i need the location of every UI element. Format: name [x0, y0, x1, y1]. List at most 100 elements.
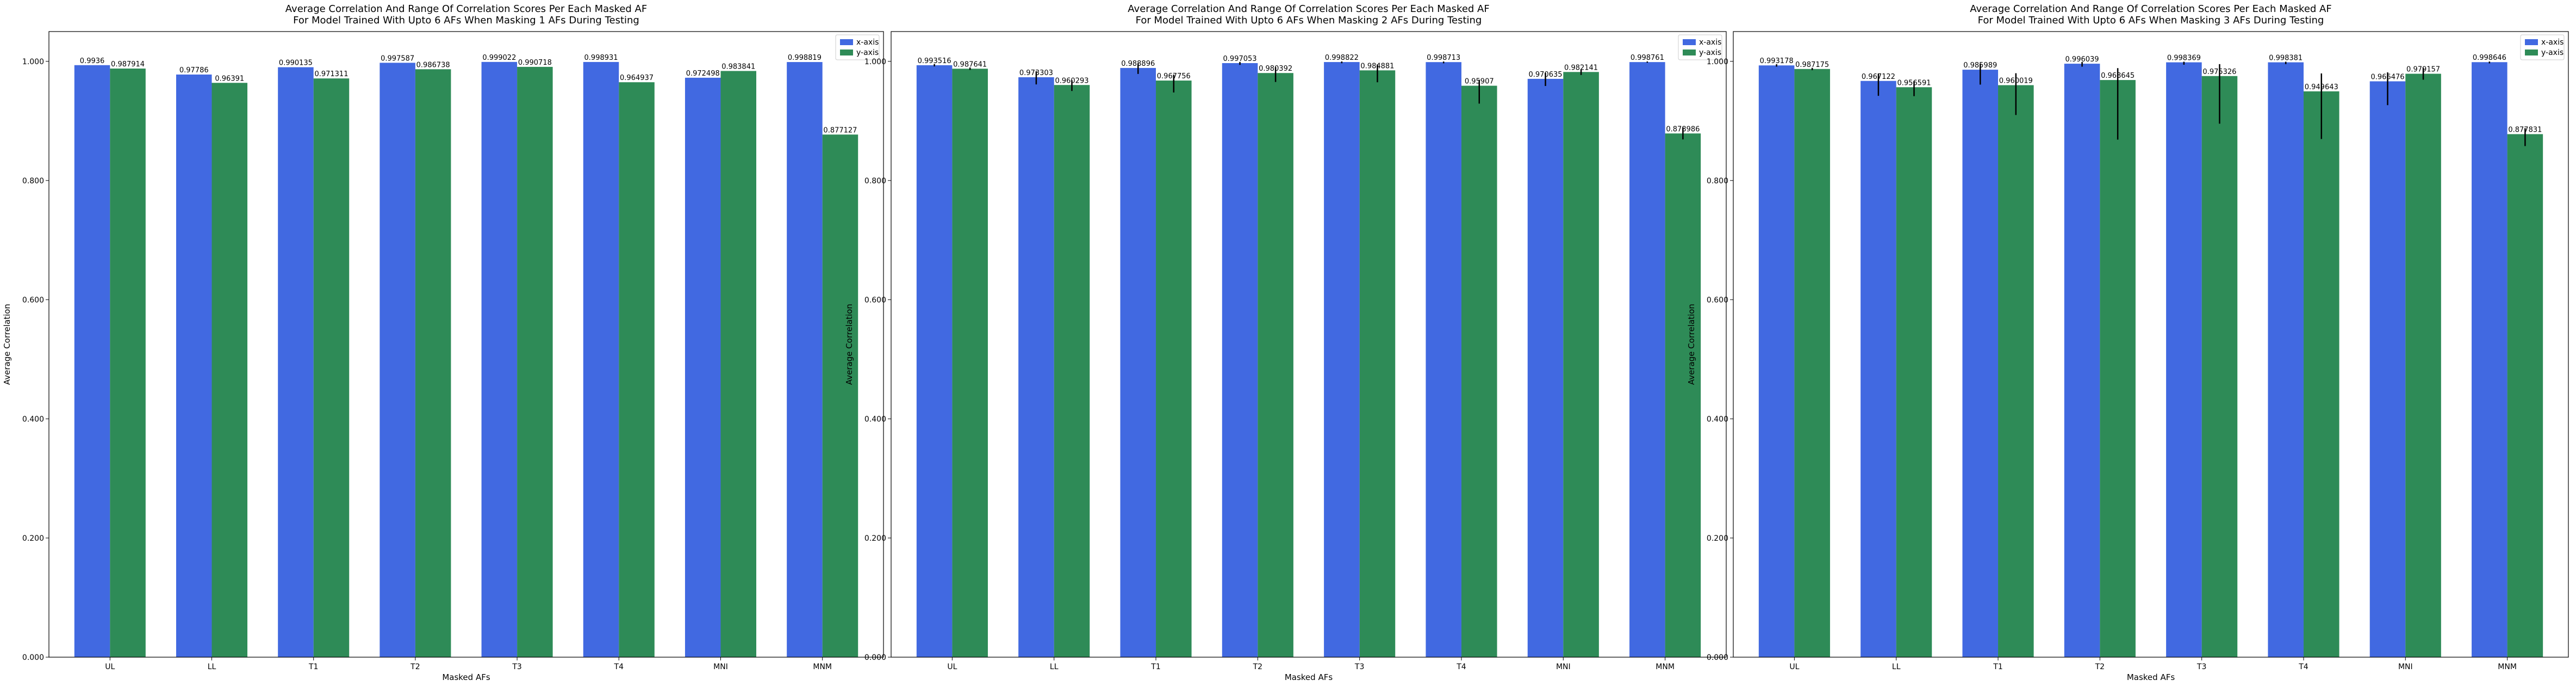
bar: [1665, 133, 1701, 658]
plot-frame: [1733, 31, 2569, 658]
data-label: 0.996039: [2065, 55, 2099, 64]
x-axis-label: Masked AFs: [442, 672, 490, 682]
legend-swatch: [2525, 39, 2538, 45]
bar: [2507, 134, 2543, 657]
legend-swatch: [1683, 39, 1696, 45]
y-tick-label: 0.800: [22, 177, 44, 186]
bar: [583, 61, 619, 657]
chart-subtitle: For Model Trained With Upto 6 AFs When M…: [1978, 15, 2324, 26]
data-label: 0.96391: [215, 75, 244, 83]
x-tick-label: T2: [1253, 663, 1262, 671]
data-label: 0.967756: [1157, 72, 1191, 81]
x-tick-label: T2: [410, 663, 420, 671]
series-y-axis: 0.987641 0.960293 0.967756 0.980392 0.984881…: [952, 60, 1701, 658]
y-tick-label: 0.200: [864, 534, 886, 543]
chart-title: Average Correlation And Range Of Correla…: [1970, 3, 2331, 15]
bar: [481, 61, 518, 658]
bar: [278, 67, 314, 658]
x-tick-label: MNM: [813, 663, 832, 671]
bar: [1527, 78, 1564, 657]
data-label: 0.97786: [179, 66, 209, 75]
bar: [2405, 73, 2441, 657]
legend-entry: y-axis: [1699, 48, 1721, 57]
y-tick-label: 0.000: [1707, 653, 1728, 662]
legend-entry: x-axis: [2541, 38, 2563, 47]
x-tick-label: LL: [1892, 663, 1901, 671]
data-label: 0.987175: [1795, 61, 1829, 69]
y-tick-label: 0.800: [1707, 177, 1728, 186]
data-label: 0.877127: [823, 126, 857, 134]
data-label: 0.998761: [1631, 54, 1664, 62]
y-tick-label: 0.200: [22, 534, 44, 543]
data-label: 0.956591: [1897, 79, 1931, 87]
data-label: 0.998822: [1325, 54, 1359, 62]
bar: [822, 134, 858, 657]
legend-entry: x-axis: [1699, 38, 1721, 47]
bar: [2201, 76, 2238, 658]
data-label: 0.95907: [1465, 78, 1494, 86]
bar: [1054, 85, 1090, 658]
y-tick-label: 0.600: [1707, 296, 1728, 305]
data-label: 0.979157: [2406, 66, 2440, 74]
data-label: 0.998713: [1427, 54, 1460, 62]
legend-swatch: [840, 39, 853, 45]
x-tick-label: UL: [947, 663, 957, 671]
chart-panel-2: Average Correlation And Range Of Correla…: [844, 3, 1727, 682]
bar: [1461, 85, 1497, 658]
y-tick-label: 0.600: [864, 296, 886, 305]
chart-title: Average Correlation And Range Of Correla…: [1128, 3, 1489, 15]
x-tick-label: MNI: [713, 663, 728, 671]
bar: [1758, 65, 1795, 657]
bar: [2100, 80, 2136, 658]
bar: [2472, 62, 2507, 657]
bar: [952, 69, 988, 657]
y-tick-label: 0.200: [1707, 534, 1728, 543]
data-label: 0.982141: [1564, 64, 1598, 72]
x-tick-label: T3: [512, 663, 521, 671]
data-label: 0.997053: [1223, 55, 1257, 63]
data-label: 0.970635: [1528, 71, 1562, 79]
x-tick-label: T4: [614, 663, 624, 671]
bar: [517, 66, 553, 658]
bar: [313, 78, 350, 657]
bar: [379, 63, 415, 658]
bar: [110, 68, 146, 658]
data-label: 0.971311: [314, 70, 348, 78]
bar: [1156, 81, 1192, 657]
x-tick-label: LL: [1050, 663, 1059, 671]
data-label: 0.990718: [518, 59, 552, 67]
data-label: 0.987641: [953, 60, 987, 69]
data-label: 0.999022: [482, 54, 516, 62]
data-label: 0.878986: [1666, 125, 1700, 133]
y-tick-label: 0.000: [864, 653, 886, 662]
data-label: 0.988896: [1121, 60, 1155, 68]
plot-frame: [48, 31, 884, 658]
y-tick-label: 0.400: [864, 415, 886, 424]
bar: [2064, 64, 2100, 658]
x-tick-label: T3: [1354, 663, 1364, 671]
legend-entry: y-axis: [2541, 48, 2563, 57]
data-label: 0.998369: [2167, 54, 2201, 63]
data-label: 0.993178: [1760, 57, 1794, 65]
data-label: 0.998381: [2269, 54, 2303, 63]
data-label: 0.949643: [2305, 83, 2338, 91]
bar: [1563, 72, 1599, 657]
bar: [1896, 87, 1932, 658]
data-label: 0.998819: [788, 54, 822, 62]
data-label: 0.964937: [620, 74, 654, 82]
data-label: 0.997587: [381, 54, 414, 63]
bar: [1018, 77, 1054, 658]
bar: [1258, 73, 1293, 658]
y-tick-label: 0.400: [1707, 415, 1728, 424]
data-label: 0.985989: [1963, 61, 1997, 70]
legend-entry: y-axis: [856, 48, 879, 57]
bar: [2166, 62, 2202, 658]
data-label: 0.984881: [1360, 62, 1394, 70]
y-tick-label: 1.000: [1707, 58, 1728, 66]
bar: [1998, 85, 2034, 657]
x-axis-label: Masked AFs: [1285, 672, 1333, 682]
